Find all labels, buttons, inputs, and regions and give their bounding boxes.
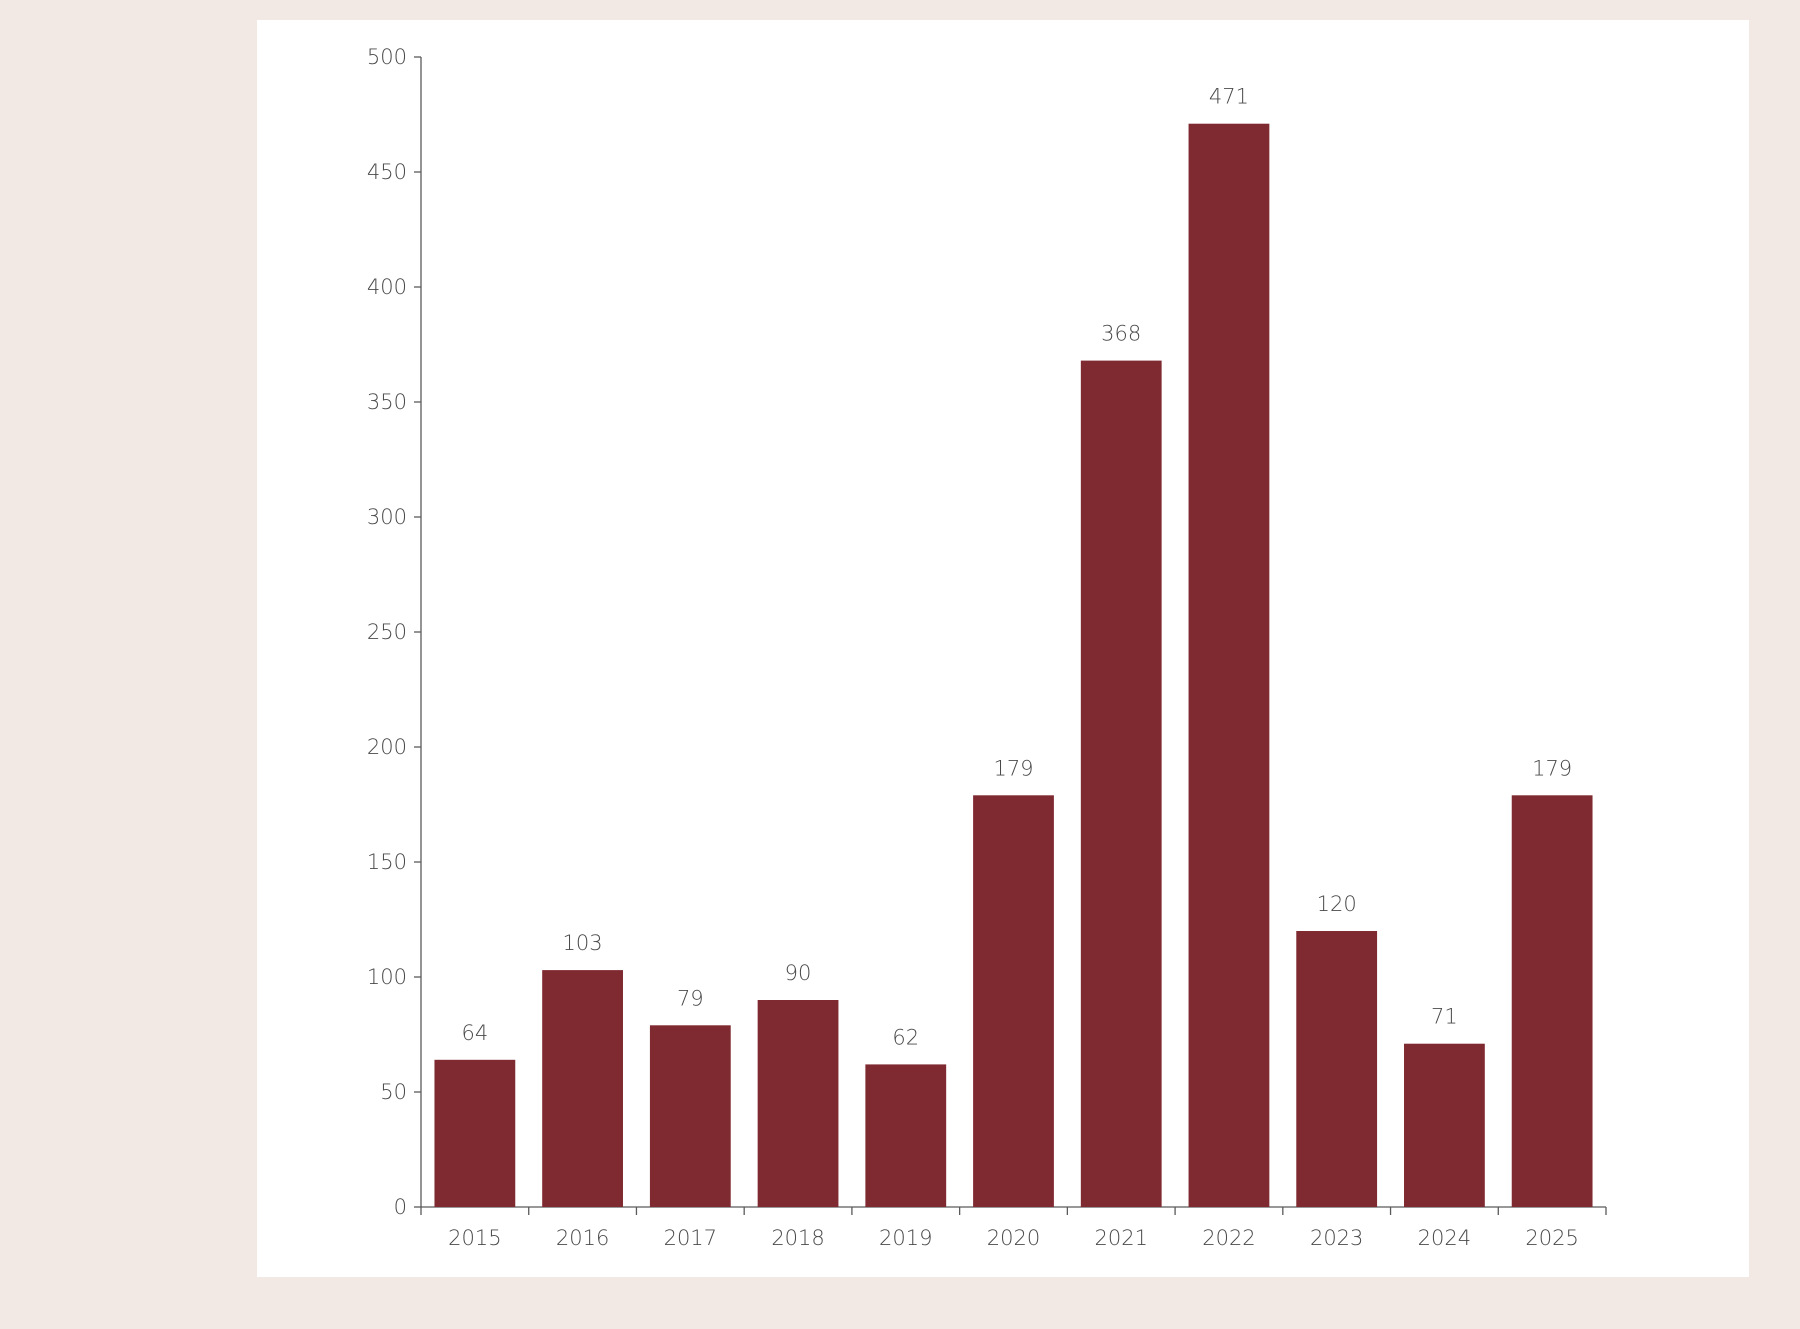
bar-2017 [649, 1025, 731, 1207]
bar-2025 [1511, 795, 1593, 1207]
y-tick-label: 250 [367, 620, 407, 644]
y-tick-label: 150 [367, 850, 407, 874]
value-label: 103 [563, 931, 603, 955]
value-label: 62 [892, 1025, 919, 1049]
x-tick-label: 2019 [879, 1226, 932, 1250]
value-label: 64 [461, 1021, 488, 1045]
bar-2024 [1404, 1043, 1485, 1207]
bar-2021 [1080, 360, 1162, 1208]
bar-2020 [973, 795, 1054, 1207]
bar-2015 [434, 1059, 516, 1207]
y-tick-label: 450 [367, 160, 407, 184]
value-label: 179 [993, 756, 1033, 780]
value-label: 179 [1532, 756, 1572, 780]
x-axis: 2015 2016 2017 2018 2019 2020 2021 2022 2023 2024… [420, 1206, 1607, 1250]
value-label: 471 [1209, 85, 1249, 109]
value-label: 71 [1431, 1005, 1458, 1029]
x-tick-label: 2022 [1202, 1226, 1255, 1250]
x-tick-label: 2025 [1525, 1226, 1578, 1250]
value-labels: 64 103 79 90 62 179 368 471 120 71 179 [461, 85, 1572, 1050]
x-tick-label: 2018 [771, 1226, 824, 1250]
x-tick-label: 2015 [448, 1226, 501, 1250]
x-tick-label: 2023 [1310, 1226, 1363, 1250]
x-tick-label: 2020 [987, 1226, 1040, 1250]
y-axis: 0 50 100 150 200 250 300 350 400 450 500 [367, 45, 422, 1219]
y-tick-label: 200 [367, 735, 407, 759]
bar-2019 [865, 1064, 947, 1207]
x-tick-label: 2017 [664, 1226, 717, 1250]
x-tick-label: 2016 [556, 1226, 609, 1250]
y-tick-label: 350 [367, 390, 407, 414]
x-tick-label: 2021 [1095, 1226, 1148, 1250]
y-tick-label: 0 [394, 1195, 407, 1219]
chart-panel: 0 50 100 150 200 250 300 350 400 450 500 2015 2016 2… [257, 20, 1749, 1277]
value-label: 120 [1317, 892, 1357, 916]
x-tick-label: 2024 [1418, 1226, 1471, 1250]
y-tick-label: 50 [380, 1080, 407, 1104]
y-tick-label: 400 [367, 275, 407, 299]
value-label: 79 [677, 986, 704, 1010]
y-tick-label: 300 [367, 505, 407, 529]
value-label: 90 [785, 961, 812, 985]
value-label: 368 [1101, 322, 1141, 346]
bars [434, 123, 1593, 1208]
y-tick-label: 100 [367, 965, 407, 989]
y-tick-label: 500 [367, 45, 407, 69]
bar-2022 [1188, 123, 1270, 1208]
bar-2018 [757, 1000, 839, 1207]
bar-2016 [542, 970, 623, 1207]
bar-2023 [1296, 931, 1378, 1207]
